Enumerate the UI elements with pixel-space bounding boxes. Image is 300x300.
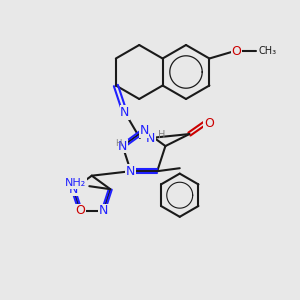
Text: N: N — [118, 140, 127, 152]
Text: N: N — [68, 183, 78, 196]
Text: O: O — [75, 205, 85, 218]
Text: H: H — [158, 130, 165, 140]
Text: NH₂: NH₂ — [65, 178, 86, 188]
Text: N: N — [139, 124, 149, 137]
Text: N: N — [120, 106, 130, 119]
Text: O: O — [231, 44, 241, 58]
Text: O: O — [204, 117, 214, 130]
Text: N: N — [126, 165, 136, 178]
Text: CH₃: CH₃ — [259, 46, 277, 56]
Text: N: N — [146, 131, 155, 145]
Text: N: N — [98, 205, 108, 218]
Text: H: H — [115, 139, 121, 148]
